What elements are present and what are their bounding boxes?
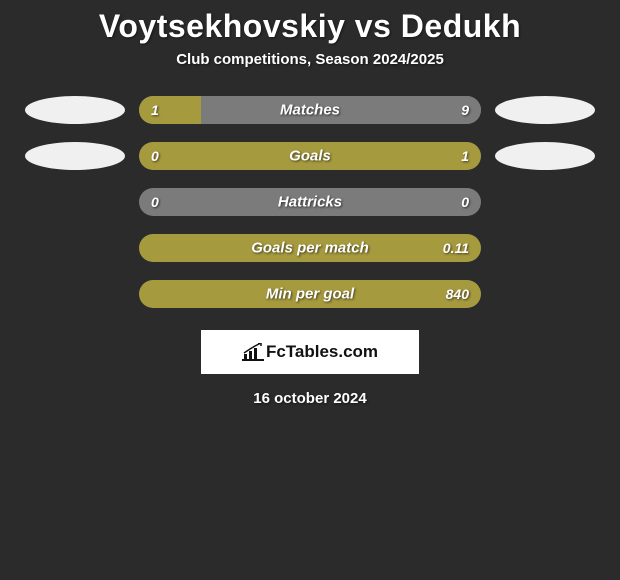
stat-bar: Min per goal 840 [139,280,481,308]
stat-label: Hattricks [278,194,342,211]
page-title: Voytsekhovskiy vs Dedukh [0,8,620,45]
player2-avatar [495,142,595,170]
avatar-placeholder [495,234,595,262]
date: 16 october 2024 [0,390,620,407]
subtitle: Club competitions, Season 2024/2025 [0,51,620,68]
vs-text: vs [355,8,392,44]
stat-left-value: 0 [151,194,159,210]
stat-label: Matches [280,102,340,119]
player1-avatar [25,96,125,124]
stat-row: 0 Hattricks 0 [0,188,620,216]
stat-row: 0 Goals 1 [0,142,620,170]
stat-right-value: 9 [461,102,469,118]
stat-row: Min per goal 840 [0,280,620,308]
avatar-placeholder [25,188,125,216]
avatar-placeholder [495,280,595,308]
stat-left-value: 1 [151,102,159,118]
stat-right-value: 840 [446,286,469,302]
bar-left-fill [139,96,201,124]
stat-bar: 1 Matches 9 [139,96,481,124]
stat-bar: 0 Hattricks 0 [139,188,481,216]
stat-left-value: 0 [151,148,159,164]
stat-rows: 1 Matches 9 0 Goals 1 0 Hattricks 0 Goals per mat… [0,96,620,308]
stat-label: Min per goal [266,286,354,303]
avatar-placeholder [25,280,125,308]
logo-text: FcTables.com [266,342,378,362]
stat-label: Goals [289,148,331,165]
player2-name: Dedukh [401,8,521,44]
avatar-placeholder [25,234,125,262]
player1-avatar [25,142,125,170]
stat-right-value: 1 [461,148,469,164]
stat-row: 1 Matches 9 [0,96,620,124]
stat-bar: Goals per match 0.11 [139,234,481,262]
logo-box: FcTables.com [201,330,419,374]
stat-bar: 0 Goals 1 [139,142,481,170]
stat-label: Goals per match [251,240,369,257]
stat-right-value: 0 [461,194,469,210]
player1-name: Voytsekhovskiy [99,8,346,44]
comparison-infographic: Voytsekhovskiy vs Dedukh Club competitio… [0,0,620,407]
avatar-placeholder [495,188,595,216]
player2-avatar [495,96,595,124]
bar-right-fill [201,96,481,124]
chart-icon [242,343,264,361]
stat-row: Goals per match 0.11 [0,234,620,262]
stat-right-value: 0.11 [443,240,469,256]
